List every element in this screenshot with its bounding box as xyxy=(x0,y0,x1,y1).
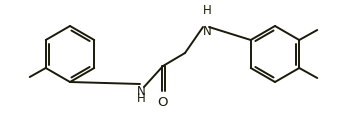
Text: H: H xyxy=(137,92,145,105)
Text: N: N xyxy=(203,25,211,38)
Text: O: O xyxy=(158,96,168,109)
Text: N: N xyxy=(137,85,145,98)
Text: H: H xyxy=(203,4,211,17)
